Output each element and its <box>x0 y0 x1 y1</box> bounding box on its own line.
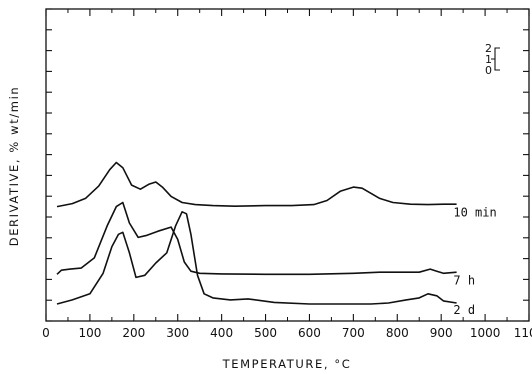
series-line-10-min <box>56 161 457 208</box>
series-label-2-d: 2 d <box>453 303 475 317</box>
scale-bar: 2 1 0 <box>485 42 500 77</box>
x-tick-label-800: 800 <box>386 326 409 340</box>
x-tick-label-400: 400 <box>210 326 233 340</box>
scale-bar-label-mid: 1 <box>485 53 492 66</box>
series-line-7-h <box>56 201 457 276</box>
x-tick-labels: 0 100 200 300 400 500 600 700 800 900 1000 1100 <box>42 326 532 340</box>
series-label-10-min: 10 min <box>453 206 496 220</box>
tick-layer <box>45 8 530 322</box>
x-tick-label-300: 300 <box>166 326 189 340</box>
y-axis-title: DERIVATIVE, % wt/min <box>7 86 21 247</box>
x-tick-label-1100: 1100 <box>514 326 532 340</box>
scale-bar-label-bottom: 0 <box>485 64 492 77</box>
scale-bar-bracket <box>491 47 500 71</box>
x-tick-label-900: 900 <box>430 326 453 340</box>
x-tick-label-700: 700 <box>342 326 365 340</box>
x-axis-title: TEMPERATURE, °C <box>222 357 352 371</box>
series-line-2-d <box>56 211 457 305</box>
x-tick-label-600: 600 <box>298 326 321 340</box>
scale-bar-label-top: 2 <box>485 42 492 55</box>
x-tick-label-0: 0 <box>42 326 50 340</box>
x-tick-label-200: 200 <box>122 326 145 340</box>
series-label-7-h: 7 h <box>453 273 475 287</box>
x-tick-label-100: 100 <box>78 326 101 340</box>
x-tick-label-1000: 1000 <box>470 326 501 340</box>
curve-layer: 10 min 7 h 2 d <box>56 161 497 317</box>
x-tick-label-500: 500 <box>254 326 277 340</box>
